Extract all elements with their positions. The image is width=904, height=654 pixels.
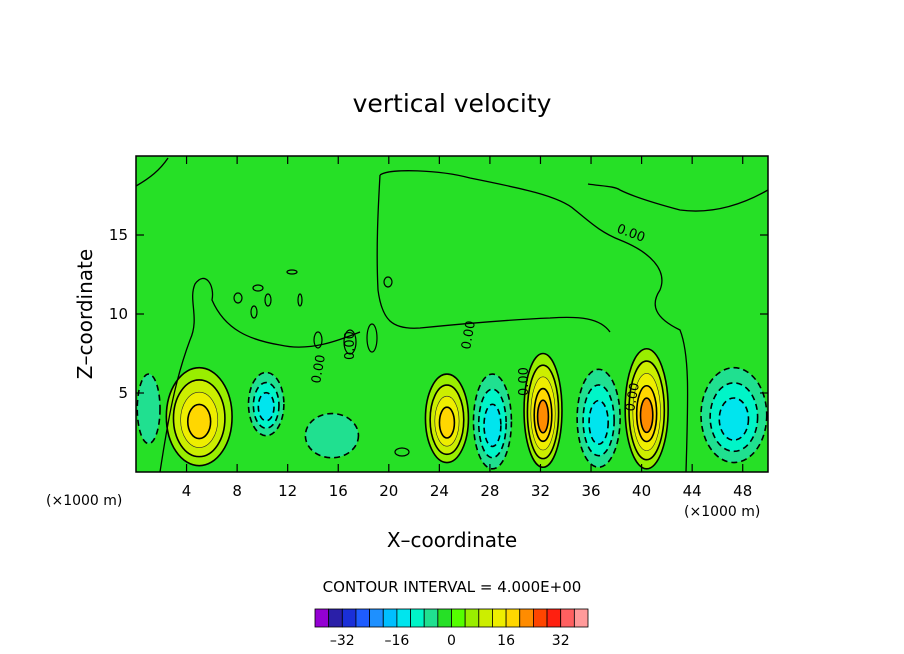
- colorbar-swatch: [410, 608, 425, 628]
- contour-blob: [366, 323, 378, 353]
- colorbar-swatch: [396, 608, 411, 628]
- contour-blob: [250, 305, 258, 319]
- plot-area: 0.00 0.00 0.00 0.00 0.00 0.00: [136, 156, 768, 472]
- contour-band: [257, 391, 275, 422]
- x-axis-label: X–coordinate: [387, 528, 517, 552]
- contour-blob: [252, 284, 264, 292]
- contour-blob: [313, 331, 323, 349]
- contour-band: [718, 397, 750, 441]
- downdraft-cell: [247, 371, 285, 437]
- zero-contour-topright: [587, 183, 768, 212]
- contour-band: [588, 399, 609, 445]
- contour-label: 0.00: [309, 354, 329, 385]
- updraft-cell: [624, 347, 669, 470]
- x-tick-label: 24: [430, 482, 449, 500]
- colorbar-swatch: [533, 608, 548, 628]
- contour-blob: [383, 276, 393, 288]
- contour-band: [536, 399, 550, 434]
- colorbar-tick-label: –16: [384, 633, 409, 649]
- contour-blob: [394, 447, 410, 457]
- downdraft-cell: [576, 368, 621, 469]
- contour-band: [186, 403, 212, 440]
- colorbar-swatch: [573, 608, 589, 628]
- contour-band: [483, 403, 502, 448]
- y-axis-label: Z–coordinate: [73, 249, 97, 379]
- updraft-cell: [424, 373, 470, 464]
- colorbar-tick-labels: –32 –16 0 16 32: [330, 633, 570, 649]
- colorbar-swatch: [560, 608, 575, 628]
- x-tick-label: 8: [232, 482, 242, 500]
- downdraft-cell: [304, 412, 360, 459]
- contour-band: [438, 406, 456, 439]
- zero-contour-plume: [159, 277, 361, 472]
- contour-band: [304, 412, 360, 459]
- colorbar-swatch: [546, 608, 562, 628]
- x-tick-label: 16: [329, 482, 348, 500]
- colorbar-swatch: [341, 608, 357, 628]
- contour-band: [639, 397, 654, 434]
- downdraft-cell: [136, 373, 161, 445]
- x-tick-label: 32: [531, 482, 550, 500]
- colorbar-swatch: [423, 608, 439, 628]
- colorbar-swatch: [505, 608, 521, 628]
- x-axis: 4 8 12 16 20 24 28 32 36 40 44 48: [182, 156, 752, 500]
- colorbar-swatch: [519, 608, 534, 628]
- colorbar-swatch: [492, 608, 507, 628]
- contour-blob: [264, 293, 272, 307]
- colorbar: [314, 608, 589, 628]
- colorbar-swatch: [314, 608, 330, 628]
- x-tick-label: 36: [581, 482, 600, 500]
- small-contour-blobs: [233, 269, 410, 457]
- colorbar-swatch: [382, 608, 398, 628]
- contour-label: 0.00: [343, 331, 358, 360]
- x-tick-label: 12: [278, 482, 297, 500]
- x-tick-label: 40: [632, 482, 651, 500]
- zero-contour-lines: [136, 157, 768, 472]
- contour-label: 0.00: [517, 367, 532, 396]
- x-tick-label: 48: [733, 482, 752, 500]
- y-axis: 5 10 15: [109, 226, 768, 402]
- colorbar-tick-label: –32: [330, 633, 355, 649]
- colorbar-swatch: [369, 608, 384, 628]
- downdraft-cell: [472, 373, 513, 470]
- colorbar-tick-label: 32: [552, 633, 570, 649]
- x-tick-label: 44: [683, 482, 702, 500]
- zero-contour-upper: [379, 170, 689, 472]
- colorbar-swatch: [437, 608, 452, 628]
- colorbar-swatch: [328, 608, 343, 628]
- colorbar-swatch: [355, 608, 371, 628]
- contour-blob: [297, 293, 303, 307]
- contour-blob: [286, 269, 298, 275]
- x-tick-label: 28: [480, 482, 499, 500]
- colorbar-tick-label: 0: [447, 633, 456, 649]
- updraft-cell: [523, 352, 563, 469]
- x-unit-right: (×1000 m): [684, 504, 760, 520]
- colorbar-tick-label: 16: [497, 633, 515, 649]
- chart-title: vertical velocity: [353, 89, 552, 118]
- updraft-cell: [165, 366, 233, 467]
- zero-contour-topleft: [136, 157, 169, 187]
- y-tick-label: 15: [109, 226, 128, 244]
- contour-label: 0.00: [459, 320, 479, 351]
- downdraft-cell: [700, 366, 768, 464]
- contour-label: 0.00: [623, 382, 643, 413]
- contour-interval-text: CONTOUR INTERVAL = 4.000E+00: [323, 578, 582, 596]
- x-tick-label: 20: [379, 482, 398, 500]
- zero-contour-upper-2: [376, 174, 611, 333]
- colorbar-swatch: [451, 608, 466, 628]
- colorbar-swatch: [478, 608, 493, 628]
- x-unit-left: (×1000 m): [46, 493, 122, 509]
- contour-blob: [343, 329, 357, 355]
- contour-blob: [233, 292, 243, 304]
- y-tick-label: 10: [109, 305, 128, 323]
- contour-band: [136, 373, 161, 445]
- y-tick-label: 5: [118, 384, 128, 402]
- x-tick-label: 4: [182, 482, 192, 500]
- colorbar-swatch: [464, 608, 480, 628]
